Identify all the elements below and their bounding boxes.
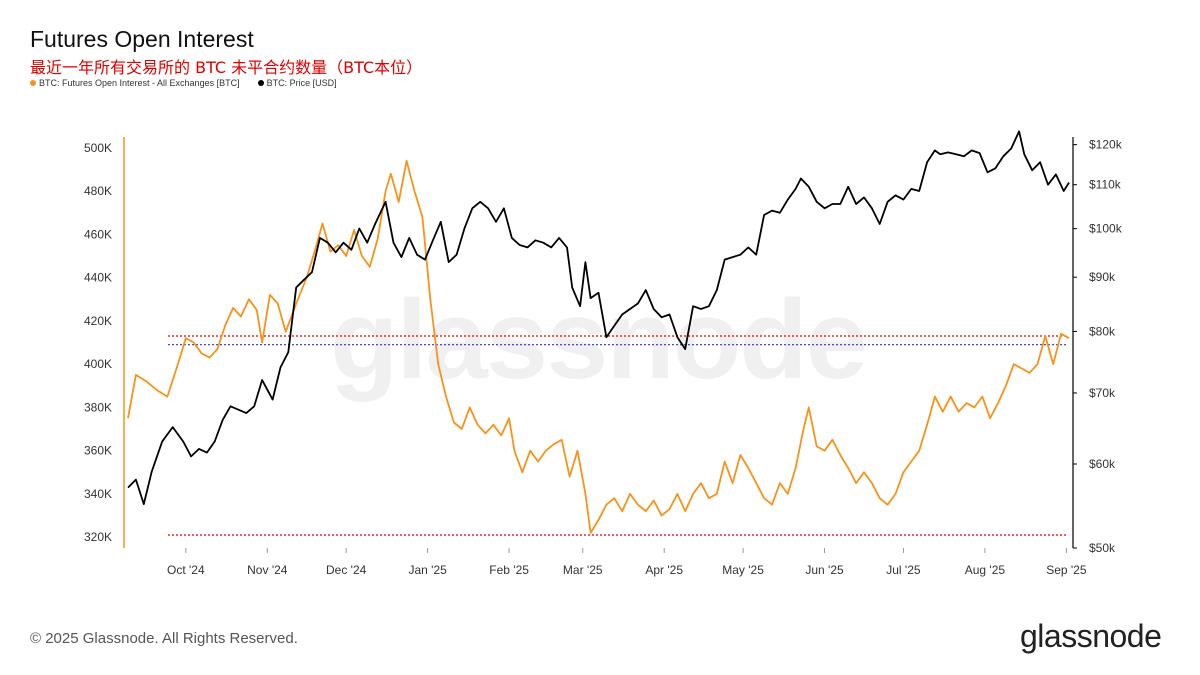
x-tick-label: Sep '25 <box>1046 563 1087 577</box>
chart-title: Futures Open Interest <box>30 26 254 52</box>
y-left-tick-label: 500K <box>84 141 112 155</box>
series-line-open-interest[interactable] <box>127 159 1070 534</box>
legend: BTC: Futures Open Interest - All Exchang… <box>30 78 337 88</box>
legend-label-price: BTC: Price [USD] <box>266 78 337 88</box>
chart-series <box>127 130 1070 534</box>
x-tick-label: Aug '25 <box>965 563 1006 577</box>
y-right-tick-label: $90k <box>1089 270 1116 284</box>
y-right-tick-label: $80k <box>1089 324 1116 338</box>
y-right-tick-label: $100k <box>1089 222 1123 236</box>
y-right-tick-label: $50k <box>1089 541 1116 555</box>
x-tick-label: Jun '25 <box>805 563 844 577</box>
y-left-tick-label: 340K <box>84 487 112 501</box>
x-tick-label: May '25 <box>722 563 764 577</box>
y-left-tick-label: 320K <box>84 530 112 544</box>
x-tick-label: Oct '24 <box>167 563 205 577</box>
legend-label-open-interest: BTC: Futures Open Interest - All Exchang… <box>39 78 240 88</box>
chart-subtitle: 最近一年所有交易所的 BTC 未平合约数量（BTC本位） <box>30 58 423 77</box>
y-right-tick-label: $120k <box>1089 138 1123 152</box>
y-left-tick-label: 380K <box>84 400 112 414</box>
y-right-tick-label: $60k <box>1089 457 1116 471</box>
legend-swatch-price <box>257 80 264 86</box>
y-left-tick-label: 460K <box>84 227 112 241</box>
glassnode-logo[interactable]: glassnode <box>1020 618 1162 654</box>
y-right-tick-label: $110k <box>1089 178 1122 192</box>
copyright-footer: © 2025 Glassnode. All Rights Reserved. <box>30 630 298 647</box>
x-tick-label: Feb '25 <box>489 563 529 577</box>
legend-item-price[interactable]: BTC: Price [USD] <box>257 78 337 88</box>
y-left-tick-label: 420K <box>84 314 112 328</box>
y-left-tick-label: 440K <box>84 271 112 285</box>
x-tick-label: Apr '25 <box>645 563 683 577</box>
y-left-tick-label: 400K <box>84 357 112 371</box>
x-tick-label: Jan '25 <box>408 563 447 577</box>
y-left-tick-label: 360K <box>84 444 112 458</box>
x-tick-label: Dec '24 <box>326 563 367 577</box>
y-left-tick-label: 480K <box>84 184 112 198</box>
x-tick-label: Jul '25 <box>886 563 921 577</box>
x-tick-label: Mar '25 <box>563 563 603 577</box>
legend-swatch-open-interest <box>30 80 36 86</box>
legend-item-open-interest[interactable]: BTC: Futures Open Interest - All Exchang… <box>30 78 240 88</box>
y-right-tick-label: $70k <box>1089 386 1116 400</box>
x-tick-label: Nov '24 <box>247 563 288 577</box>
chart-axes: 500K 480K 460K 440K 420K 400K 380K 360K 340K 320K… <box>84 137 1123 577</box>
series-line-price[interactable] <box>127 130 1070 505</box>
reference-lines <box>168 335 1068 536</box>
